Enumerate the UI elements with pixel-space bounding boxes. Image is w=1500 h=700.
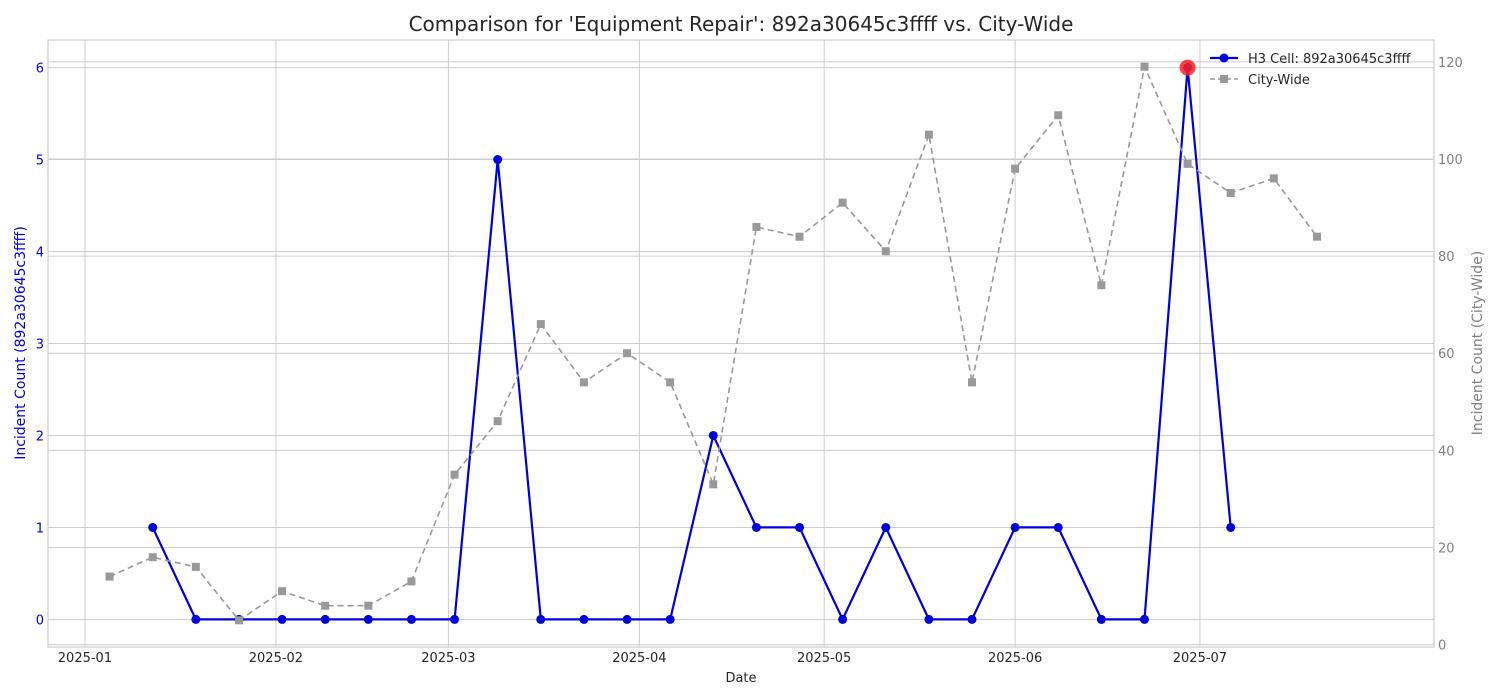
h3-cell-point (665, 614, 675, 624)
city-wide-point (1269, 174, 1278, 183)
h3-cell-point (363, 614, 373, 624)
h3-cell-point (148, 522, 158, 532)
city-wide-point (321, 601, 330, 610)
y-left-tick-label: 6 (36, 62, 44, 77)
axes-layer: 2025-01 2025-02 2025-03 2025-04 2025-05 2025-… (36, 39, 1463, 666)
city-wide-point (364, 601, 373, 610)
h3-cell-point (924, 614, 934, 624)
city-wide-point (623, 349, 632, 358)
h3-cell-point (751, 522, 761, 532)
h3-cell-point (191, 614, 201, 624)
city-wide-point (1183, 159, 1192, 168)
h3-cell-point (536, 614, 546, 624)
y-left-tick-label: 4 (36, 246, 44, 261)
h3-cell-point (795, 522, 805, 532)
peak-highlight-point (1179, 59, 1196, 76)
y-right-tick-label: 120 (1438, 56, 1463, 71)
city-wide-point (1140, 62, 1149, 71)
series-line-h3-cell (151, 67, 1232, 622)
x-tick-label: 2025-02 (249, 651, 303, 666)
series-line-city-wide (109, 64, 1318, 622)
y-axis-left-label: Incident Count (892a30645c3ffff) (13, 226, 29, 460)
y-left-tick-label: 3 (36, 338, 44, 353)
x-tick-label: 2025-06 (988, 651, 1042, 666)
h3-cell-point (320, 614, 330, 624)
h3-cell-point (579, 614, 589, 624)
city-wide-point (666, 378, 675, 387)
city-wide-point (450, 470, 459, 479)
city-wide-point (278, 587, 287, 596)
h3-cell-point (881, 522, 891, 532)
y-right-tick-label: 100 (1438, 153, 1463, 168)
city-wide-point (881, 247, 890, 256)
legend-entry-label: H3 Cell: 892a30645c3ffff (1248, 52, 1411, 67)
y-left-tick-label: 0 (36, 613, 44, 628)
city-wide-point (1097, 281, 1106, 290)
h3-cell-point (277, 614, 287, 624)
h3-cell-point (1226, 522, 1236, 532)
legend-entry-label: City-Wide (1248, 73, 1310, 88)
city-wide-point (795, 232, 804, 241)
x-tick-label: 2025-05 (797, 651, 851, 666)
h3-cell-point (622, 614, 632, 624)
legend: H3 Cell: 892a30645c3ffff City-Wide (1210, 52, 1411, 88)
city-wide-point (838, 198, 847, 207)
y-right-tick-label: 80 (1438, 250, 1455, 265)
legend-marker (1219, 53, 1229, 63)
city-wide-point (148, 553, 157, 562)
city-wide-point (752, 222, 761, 231)
plot-frame (47, 39, 1435, 648)
city-wide-point (1011, 164, 1020, 173)
x-tick-label: 2025-07 (1173, 651, 1227, 666)
city-wide-point (1312, 232, 1321, 241)
x-tick-label: 2025-01 (58, 651, 112, 666)
city-wide-point (234, 616, 243, 625)
city-wide-point (579, 378, 588, 387)
legend-marker (1220, 75, 1228, 83)
h3-cell-point (838, 614, 848, 624)
y-right-tick-label: 0 (1438, 639, 1446, 654)
h3-cell-point (708, 430, 718, 440)
h3-cell-point (1139, 614, 1149, 624)
h3-cell-point (967, 614, 977, 624)
x-axis-label: Date (725, 671, 756, 686)
x-tick-label: 2025-03 (421, 651, 475, 666)
city-wide-point (709, 480, 718, 489)
city-wide-point (407, 577, 416, 586)
h3-cell-point (450, 614, 460, 624)
city-wide-point (1054, 111, 1063, 120)
city-wide-point (1226, 188, 1235, 197)
y-axis-right-label: Incident Count (City-Wide) (1470, 251, 1486, 435)
grid-layer (48, 40, 1434, 647)
h3-cell-point (406, 614, 416, 624)
y-left-tick-label: 5 (36, 154, 44, 169)
y-right-tick-label: 20 (1438, 541, 1455, 556)
h3-cell-point (1053, 522, 1063, 532)
h3-cell-point (1096, 614, 1106, 624)
x-tick-label: 2025-04 (612, 651, 666, 666)
y-right-tick-label: 40 (1438, 444, 1455, 459)
city-wide-point (924, 130, 933, 139)
city-wide-point (536, 320, 545, 329)
h3-cell-point (493, 155, 503, 165)
city-wide-point (968, 378, 976, 387)
city-wide-point (105, 572, 114, 581)
city-wide-point (191, 562, 200, 571)
y-left-tick-label: 2 (36, 429, 44, 444)
y-left-tick-label: 1 (36, 521, 44, 536)
h3-cell-point (1010, 522, 1020, 532)
chart-title: Comparison for 'Equipment Repair': 892a3… (409, 12, 1074, 36)
city-wide-point (493, 417, 502, 426)
y-right-tick-label: 60 (1438, 347, 1455, 362)
series-layer (105, 59, 1321, 625)
